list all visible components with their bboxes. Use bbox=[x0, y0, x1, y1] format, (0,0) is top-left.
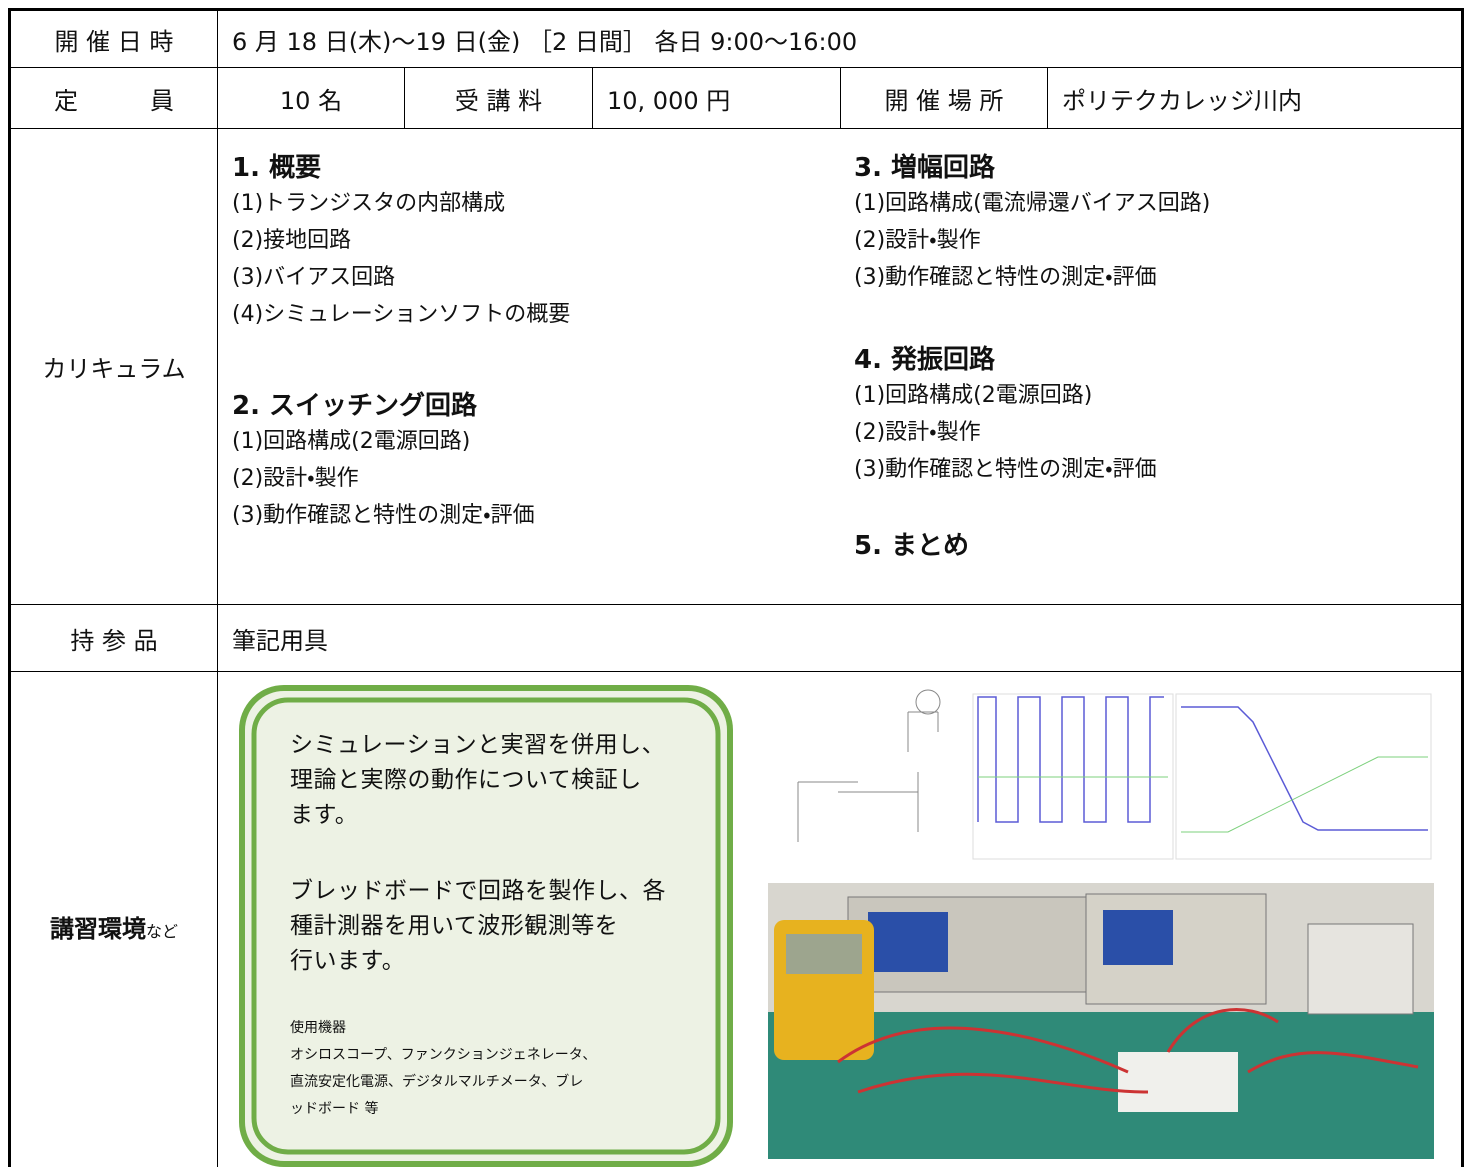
label-cell: 開 催 場 所 bbox=[840, 67, 1048, 129]
description-line: 種計測器を用いて波形観測等を bbox=[290, 913, 619, 939]
photo-multimeter-display bbox=[786, 934, 862, 974]
label: 講習環境など bbox=[50, 909, 178, 944]
label: 定 員 bbox=[54, 86, 174, 115]
equipment-heading: 使用機器 bbox=[290, 1020, 346, 1036]
schematic-image bbox=[771, 689, 1436, 867]
lab-photo bbox=[768, 883, 1434, 1159]
label: 開 催 日 時 bbox=[54, 27, 174, 56]
circuit bbox=[915, 689, 941, 715]
description-line: ブレッドボードで回路を製作し、各 bbox=[290, 878, 666, 904]
plot-wave bbox=[1181, 706, 1428, 831]
label-cell: 講習環境など bbox=[10, 671, 218, 1167]
value: 6 月 18 日(木)～19 日(金) ［2 日間］ 各日 9:00～16:00 bbox=[232, 27, 858, 56]
section-heading: 2. スイッチング回路 bbox=[232, 391, 478, 421]
label: 開 催 場 所 bbox=[884, 86, 1004, 115]
section-item: (2)設計・製作 bbox=[232, 466, 359, 491]
equipment-line: オシロスコープ、ファンクションジェネレータ、 bbox=[290, 1047, 597, 1063]
circuit bbox=[797, 711, 939, 842]
value: ポリテクカレッジ川内 bbox=[1062, 86, 1302, 115]
photo-cables bbox=[837, 1008, 1419, 1094]
label-main: 講習環境 bbox=[49, 914, 146, 943]
label-cell: 定 員 bbox=[10, 67, 218, 129]
plot-frame bbox=[972, 693, 1174, 860]
environment-graphics bbox=[239, 685, 1436, 1167]
section-item: (3)動作確認と特性の測定・評価 bbox=[232, 503, 535, 528]
label-cell: 持 参 品 bbox=[10, 604, 218, 672]
value-cell: 10 名 bbox=[217, 67, 405, 129]
photo-screen bbox=[1103, 910, 1173, 965]
note-box-outer bbox=[239, 685, 733, 1167]
description-line: シミュレーションと実習を併用し、 bbox=[290, 732, 666, 758]
equipment-line: 直流安定化電源、デジタルマルチメータ、ブレ bbox=[290, 1074, 584, 1090]
section-item: (2)設計・製作 bbox=[854, 420, 981, 445]
note-box-inner bbox=[251, 697, 721, 1155]
value: 筆記用具 bbox=[232, 626, 328, 655]
section-item: (1)回路構成(2電源回路) bbox=[232, 429, 471, 454]
curriculum-cell: 1. 概要 (1)トランジスタの内部構成 (2)接地回路 (3)バイアス回路 (4)シミ… bbox=[217, 128, 1464, 605]
plot-wave bbox=[977, 696, 1164, 823]
section-item: (3)動作確認と特性の測定・評価 bbox=[854, 265, 1157, 290]
section-heading: 3. 増幅回路 bbox=[854, 153, 996, 183]
section-item: (3)バイアス回路 bbox=[232, 265, 396, 290]
section-item: (3)動作確認と特性の測定・評価 bbox=[854, 457, 1157, 482]
description-line: ます。 bbox=[290, 802, 359, 828]
section-item: (1)トランジスタの内部構成 bbox=[232, 191, 506, 216]
section-heading: 1. 概要 bbox=[232, 153, 322, 183]
section-heading: 4. 発振回路 bbox=[854, 345, 996, 375]
photo-device bbox=[1307, 923, 1414, 1015]
section-item: (4)シミュレーションソフトの概要 bbox=[232, 302, 571, 327]
section-item: (2)設計・製作 bbox=[854, 228, 981, 253]
photo-screen bbox=[868, 912, 948, 972]
plot-frame bbox=[1175, 693, 1432, 860]
label-cell: カリキュラム bbox=[10, 128, 218, 605]
label: 持 参 品 bbox=[70, 626, 158, 655]
description-line: 行います。 bbox=[290, 948, 406, 974]
equipment-line: ッドボード 等 bbox=[290, 1101, 379, 1117]
value-cell: 10, 000 円 bbox=[592, 67, 841, 129]
label-cell: 開 催 日 時 bbox=[10, 10, 218, 68]
section-item: (1)回路構成(2電源回路) bbox=[854, 383, 1093, 408]
section-heading: 5. まとめ bbox=[854, 531, 970, 561]
label: 受 講 料 bbox=[454, 86, 543, 115]
section-item: (1)回路構成(電流帰還バイアス回路) bbox=[854, 191, 1211, 216]
label-cell: 受 講 料 bbox=[404, 67, 593, 129]
image-bg bbox=[771, 689, 1436, 867]
photo-breadboard bbox=[1118, 1052, 1238, 1112]
label: カリキュラム bbox=[42, 355, 186, 383]
value-cell: 筆記用具 bbox=[217, 604, 1464, 672]
plot-line bbox=[1181, 756, 1428, 833]
value: 10 名 bbox=[279, 86, 343, 115]
environment-cell: シミュレーションと実習を併用し、 理論と実際の動作について検証し ます。ブレッドボー… bbox=[217, 671, 1464, 1167]
section-item: (2)接地回路 bbox=[232, 228, 352, 253]
value-cell: 6 月 18 日(木)～19 日(金) ［2 日間］ 各日 9:00～16:00 bbox=[217, 10, 1464, 68]
label-suffix: など bbox=[145, 921, 178, 941]
value-cell: ポリテクカレッジ川内 bbox=[1047, 67, 1464, 129]
description-line: 理論と実際の動作について検証し bbox=[290, 767, 642, 793]
value: 10, 000 円 bbox=[607, 86, 731, 115]
